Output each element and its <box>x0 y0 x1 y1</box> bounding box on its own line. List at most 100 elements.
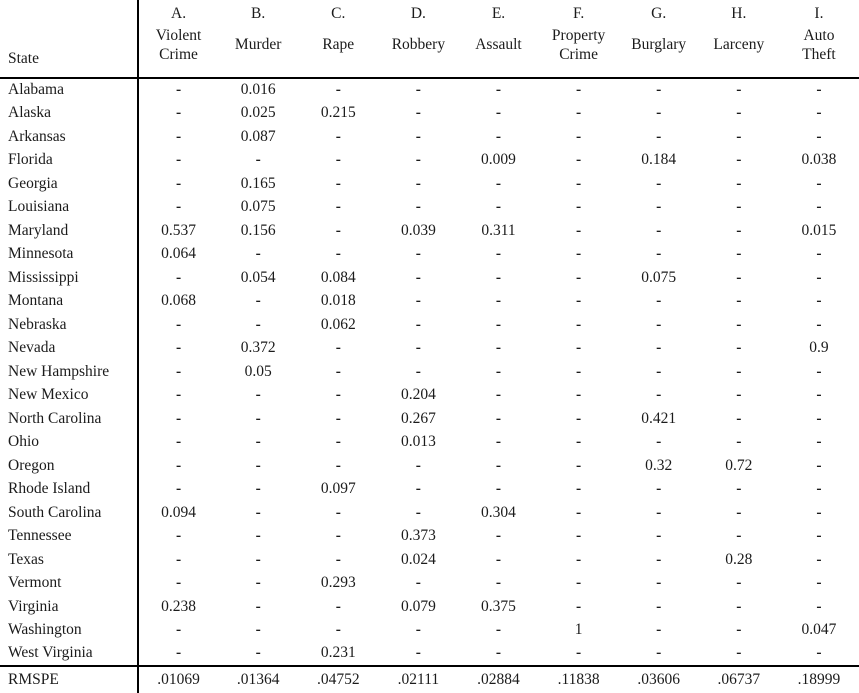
table-row: Alaska - 0.025 0.215 - - - - - - <box>0 101 859 125</box>
weight-value: - <box>255 292 261 310</box>
table-row: Alabama - 0.016 - - - - - - - <box>0 78 859 102</box>
weight-cell: - <box>539 337 619 361</box>
weight-value: - <box>495 245 502 263</box>
weight-value: 1 <box>574 621 583 639</box>
weight-value: - <box>736 362 742 380</box>
weight-value: - <box>736 339 742 357</box>
weight-value: - <box>415 621 421 639</box>
weight-cell: - <box>218 595 298 619</box>
weight-value: - <box>736 621 742 639</box>
column-header-wrap: I. Auto Theft <box>779 0 859 66</box>
weight-value: - <box>736 292 742 310</box>
weight-cell: 0.079 <box>378 595 458 619</box>
weight-cell: - <box>378 360 458 384</box>
weight-value: - <box>576 409 582 427</box>
column-letter: I. <box>814 5 824 22</box>
weight-value: 0.039 <box>400 221 436 239</box>
weight-value: - <box>656 81 662 99</box>
weight-value: - <box>816 127 822 145</box>
weight-value: - <box>495 550 502 568</box>
weight-cell: - <box>378 642 458 666</box>
weight-cell: - <box>218 525 298 549</box>
weight-cell: - <box>699 78 779 102</box>
weight-cell: - <box>298 501 378 525</box>
weight-value: - <box>255 151 261 169</box>
weight-cell: - <box>779 548 859 572</box>
state-name-cell: North Carolina <box>0 407 139 431</box>
weight-value: - <box>576 597 582 615</box>
weight-cell: - <box>619 642 699 666</box>
weight-cell: - <box>458 548 538 572</box>
weight-cell: - <box>458 360 538 384</box>
weight-value: - <box>576 174 582 192</box>
weight-cell: - <box>539 642 619 666</box>
table-row: Nevada - 0.372 - - - - - - 0.9 <box>0 336 859 361</box>
rmspe-label: RMSPE <box>0 664 139 693</box>
weight-value: - <box>656 339 662 357</box>
weight-value: 0.016 <box>240 81 276 99</box>
rmspe-value-cell: .11838 <box>538 664 619 693</box>
weight-cell: 0.068 <box>138 290 218 314</box>
weight-cell: 0.039 <box>378 219 458 243</box>
weight-value: - <box>576 644 582 662</box>
weight-cell: - <box>619 172 699 196</box>
table-row: Washington - - - - - 1 - - 0.047 <box>0 618 859 643</box>
weight-value: - <box>656 174 662 192</box>
weight-value: 0.038 <box>801 151 837 169</box>
weight-value: 0.304 <box>481 503 516 521</box>
weight-value: - <box>255 456 261 474</box>
weight-value: - <box>816 386 822 404</box>
weight-cell: - <box>779 501 859 525</box>
weight-value: - <box>335 362 341 380</box>
weight-value: - <box>576 527 582 545</box>
state-name-cell: Alaska <box>0 101 139 125</box>
weight-cell: - <box>699 478 779 502</box>
weight-value: - <box>495 621 502 639</box>
weight-cell: 0.064 <box>138 243 218 267</box>
rmspe-value-cell: .01364 <box>218 664 299 693</box>
weight-value: - <box>175 362 182 380</box>
weight-value: - <box>335 386 341 404</box>
table-row: Tennessee - - - 0.373 - - - - - <box>0 524 859 549</box>
weight-cell: - <box>699 337 779 361</box>
weight-cell: - <box>458 619 538 643</box>
weight-value: 0.72 <box>725 456 753 474</box>
column-header-assault: E. Assault <box>458 0 539 79</box>
weight-cell: - <box>779 478 859 502</box>
state-name-cell: Nevada <box>0 336 139 360</box>
weight-cell: 0.05 <box>218 360 298 384</box>
weight-cell: - <box>539 78 619 102</box>
table-row: New Hampshire - 0.05 - - - - - - - <box>0 360 859 384</box>
weight-cell: - <box>138 454 218 478</box>
weight-value: 0.097 <box>320 480 356 498</box>
state-name-cell: Alabama <box>0 78 139 102</box>
weight-cell: - <box>619 243 699 267</box>
weight-value: - <box>736 433 742 451</box>
column-name-line: Rape <box>322 36 355 53</box>
weight-cell: - <box>218 501 298 525</box>
weight-value: - <box>495 174 502 192</box>
weight-cell: - <box>539 266 619 290</box>
table-row: Vermont - - 0.293 - - - - - - <box>0 571 859 595</box>
weight-cell: 0.047 <box>779 619 859 643</box>
weight-cell: - <box>458 642 538 666</box>
weight-value: - <box>175 268 182 286</box>
weight-cell: - <box>619 501 699 525</box>
weight-value: - <box>335 151 341 169</box>
rmspe-value-cell: .01069 <box>138 664 219 693</box>
table-row: Texas - - - 0.024 - - - 0.28 - <box>0 548 859 572</box>
state-name-cell: New Mexico <box>0 383 139 407</box>
weight-value: - <box>736 644 742 662</box>
weight-value: - <box>335 597 341 615</box>
weight-cell: - <box>138 431 218 455</box>
column-letter: D. <box>410 5 426 22</box>
weight-cell: - <box>298 384 378 408</box>
weight-cell: - <box>619 360 699 384</box>
weight-value: - <box>335 550 341 568</box>
weight-cell: - <box>458 196 538 220</box>
weight-value: - <box>656 221 662 239</box>
weight-value: - <box>576 268 582 286</box>
weight-value: - <box>335 81 341 99</box>
table-row: Mississippi - 0.054 0.084 - - - 0.075 - - <box>0 266 859 290</box>
weight-value: - <box>255 480 261 498</box>
